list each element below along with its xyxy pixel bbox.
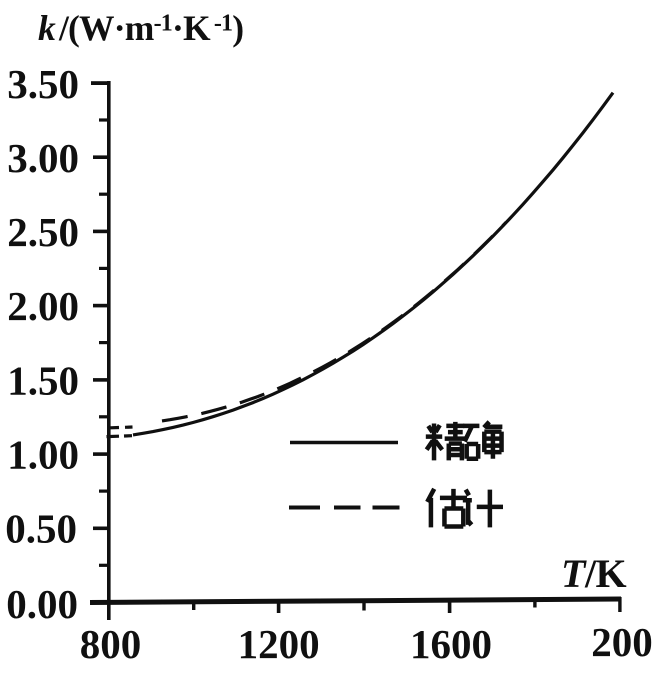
svg-text:0.50: 0.50 (5, 506, 77, 552)
svg-text:1600: 1600 (410, 621, 492, 667)
svg-text:T/K: T/K (561, 551, 627, 596)
svg-text:800: 800 (80, 621, 142, 667)
svg-text:1.00: 1.00 (7, 432, 79, 478)
svg-text:1.50: 1.50 (7, 358, 79, 404)
svg-text:3.50: 3.50 (7, 61, 79, 107)
svg-text:3.00: 3.00 (7, 135, 79, 181)
svg-text:k/(W·m-1·K-1): k/(W·m-1·K -1) (38, 8, 243, 48)
svg-text:0.00: 0.00 (6, 581, 78, 627)
svg-text:2.00: 2.00 (7, 283, 79, 329)
svg-text:200: 200 (591, 619, 653, 665)
svg-text:2.50: 2.50 (7, 209, 79, 255)
svg-text:1200: 1200 (238, 621, 320, 667)
